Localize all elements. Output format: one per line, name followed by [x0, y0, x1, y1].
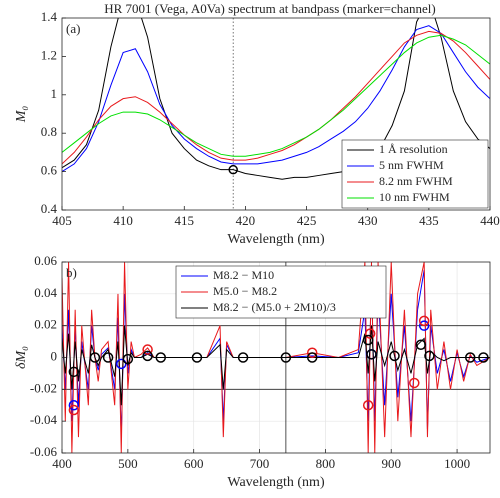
y-tick-label: 1.4: [41, 9, 58, 24]
y-tick-label: 0.4: [41, 201, 58, 216]
x-tick-label: 1000: [444, 456, 470, 471]
x-tick-label: 500: [118, 456, 138, 471]
legend-box: [175, 265, 387, 319]
legend-label: M8.2 − M10: [213, 268, 274, 282]
y-tick-label: 1: [51, 86, 58, 101]
legend-label: M8.2 − (M5.0 + 2M10)/3: [213, 300, 336, 314]
channel-marker: [424, 350, 435, 362]
channel-marker: [237, 352, 249, 363]
chart-title: HR 7001 (Vega, A0Va) spectrum at bandpas…: [104, 1, 436, 16]
channel-marker: [409, 377, 420, 389]
channel-marker: [122, 353, 134, 365]
legend-label: 10 nm FWHM: [379, 190, 450, 204]
series-line: [62, 30, 490, 165]
legend-label: 1 Å resolution: [379, 142, 448, 156]
x-tick-label: 600: [184, 456, 204, 471]
axes-frame: [61, 261, 491, 454]
series-line: [62, 325, 490, 406]
y-tick-label: 1.2: [41, 47, 57, 62]
series-line: [62, 18, 490, 180]
channel-marker: [415, 339, 427, 351]
x-axis-label: Wavelength (nm): [227, 232, 325, 247]
x-tick-label: 400: [52, 456, 72, 471]
y-tick-label: 0.6: [41, 163, 58, 178]
legend-box: [341, 139, 489, 209]
y-tick-label: 0: [51, 348, 58, 363]
legend: 1 Å resolution 5 nm FWHM 8.2 nm FWHM 10 nm …: [341, 139, 489, 209]
channel-marker: [142, 344, 153, 355]
x-tick-label: 420: [236, 213, 256, 228]
y-tick-label: -0.04: [30, 412, 58, 427]
channel-marker: [280, 352, 292, 363]
x-tick-label: 415: [175, 213, 195, 228]
channel-marker: [364, 328, 376, 339]
axes-frame: [61, 17, 491, 211]
y-tick-label: -0.06: [30, 444, 58, 459]
channel-marker: [155, 352, 167, 363]
legend-label: M5.0 − M8.2: [213, 284, 277, 298]
x-tick-label: 410: [113, 213, 133, 228]
channel-marker: [362, 400, 374, 411]
x-tick-label: 800: [316, 456, 336, 471]
series-line: [62, 25, 490, 173]
channel-marker: [102, 352, 114, 363]
y-axis-label: δM₀: [14, 346, 29, 369]
channel-marker: [89, 352, 101, 363]
legend-label: 8.2 nm FWHM: [379, 174, 453, 188]
x-tick-label: 430: [358, 213, 378, 228]
x-tick-label: 425: [297, 213, 317, 228]
channel-marker: [68, 404, 80, 416]
x-axis-label: Wavelength (nm): [227, 475, 325, 490]
y-tick-label: 0.02: [34, 317, 57, 332]
legend-label: 5 nm FWHM: [379, 158, 444, 172]
channel-marker: [228, 164, 238, 175]
series-line: [62, 262, 490, 453]
legend: M8.2 − M10 M5.0 − M8.2 M8.2 − (M5.0 + 2M10…: [175, 265, 387, 319]
series-line: [62, 34, 490, 157]
channel-marker: [366, 349, 377, 360]
y-axis-label: M₀: [14, 106, 29, 124]
y-tick-label: -0.02: [30, 380, 57, 395]
x-tick-label: 405: [52, 213, 72, 228]
panel-label: b): [66, 265, 77, 280]
x-tick-label: 435: [419, 213, 439, 228]
channel-marker: [68, 400, 80, 411]
channel-marker: [418, 320, 430, 331]
y-tick-label: 0.06: [34, 253, 57, 268]
channel-marker: [389, 350, 400, 362]
channel-marker: [306, 347, 318, 358]
x-tick-label: 900: [381, 456, 401, 471]
channel-marker: [418, 315, 430, 327]
x-tick-label: 700: [250, 456, 270, 471]
channel-marker: [362, 334, 374, 346]
plot-area: [62, 18, 490, 210]
channel-marker: [478, 352, 489, 363]
channel-marker: [191, 352, 203, 363]
channel-marker: [306, 352, 318, 363]
channel-marker: [68, 366, 80, 378]
y-tick-label: 0.8: [41, 124, 57, 139]
y-tick-label: 0.04: [34, 285, 57, 300]
channel-marker: [142, 350, 153, 362]
x-tick-label: 440: [480, 213, 500, 228]
panel-label: (a): [66, 21, 80, 36]
channel-marker: [464, 352, 476, 363]
